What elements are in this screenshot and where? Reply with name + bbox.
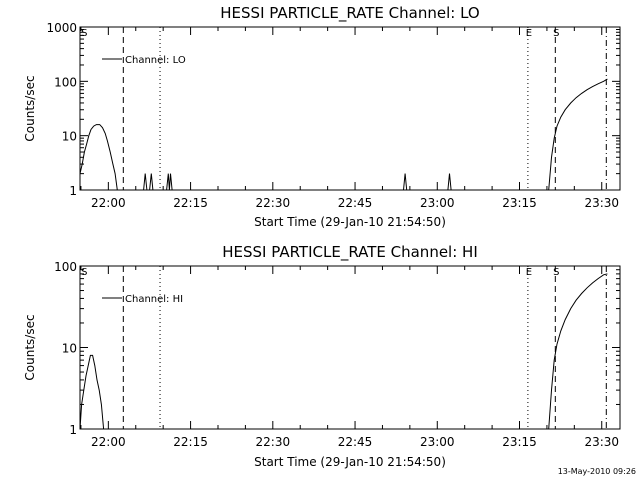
footer-timestamp: 13-May-2010 09:26 <box>558 467 636 476</box>
x-tick-label: 22:15 <box>173 435 208 449</box>
y-tick-label: 100 <box>54 260 77 274</box>
x-tick-label: 23:30 <box>584 196 619 210</box>
plot-frame <box>79 26 621 191</box>
y-tick-label: 10 <box>62 342 77 356</box>
series-line <box>149 173 154 190</box>
x-axis-label: Start Time (29-Jan-10 21:54:50) <box>254 455 446 469</box>
event-marker-label: S <box>553 267 559 278</box>
y-tick-label: 10 <box>62 130 77 144</box>
event-marker-label: E <box>526 267 532 278</box>
x-axis-label: Start Time (29-Jan-10 21:54:50) <box>254 215 446 229</box>
x-tick-label: 23:00 <box>420 435 455 449</box>
x-tick-label: 22:30 <box>256 196 291 210</box>
chart-title: HESSI PARTICLE_RATE Channel: HI <box>222 243 478 262</box>
y-tick-label: 100 <box>54 75 77 89</box>
event-marker-label: S <box>553 28 559 39</box>
event-marker-label: E <box>526 28 532 39</box>
x-tick-label: 22:45 <box>338 196 373 210</box>
series-line <box>548 78 608 190</box>
x-tick-label: 23:30 <box>584 435 619 449</box>
x-tick-label: 22:30 <box>256 435 291 449</box>
legend-label: Channel: HI <box>125 294 183 305</box>
event-marker-label: S <box>81 267 87 278</box>
plot-frame <box>79 265 621 430</box>
series-line <box>166 173 173 190</box>
x-tick-label: 23:00 <box>420 196 455 210</box>
y-axis-label: Counts/sec <box>23 75 37 141</box>
chart-title: HESSI PARTICLE_RATE Channel: LO <box>220 4 479 23</box>
series-line <box>403 173 408 190</box>
x-tick-label: 22:00 <box>91 196 126 210</box>
series-line <box>548 273 608 429</box>
x-tick-label: 22:00 <box>91 435 126 449</box>
x-tick-label: 23:15 <box>502 196 537 210</box>
y-tick-label: 1000 <box>46 21 77 35</box>
series-line <box>80 124 118 190</box>
series-line <box>447 173 452 190</box>
x-tick-label: 23:15 <box>502 435 537 449</box>
x-tick-label: 22:15 <box>173 196 208 210</box>
event-marker-label: S <box>81 28 87 39</box>
x-tick-label: 22:45 <box>338 435 373 449</box>
y-tick-label: 1 <box>69 184 77 198</box>
legend-label: Channel: LO <box>125 55 186 66</box>
series-line <box>80 354 105 429</box>
y-axis-label: Counts/sec <box>23 314 37 380</box>
series-line <box>143 173 148 190</box>
y-tick-label: 1 <box>69 423 77 437</box>
